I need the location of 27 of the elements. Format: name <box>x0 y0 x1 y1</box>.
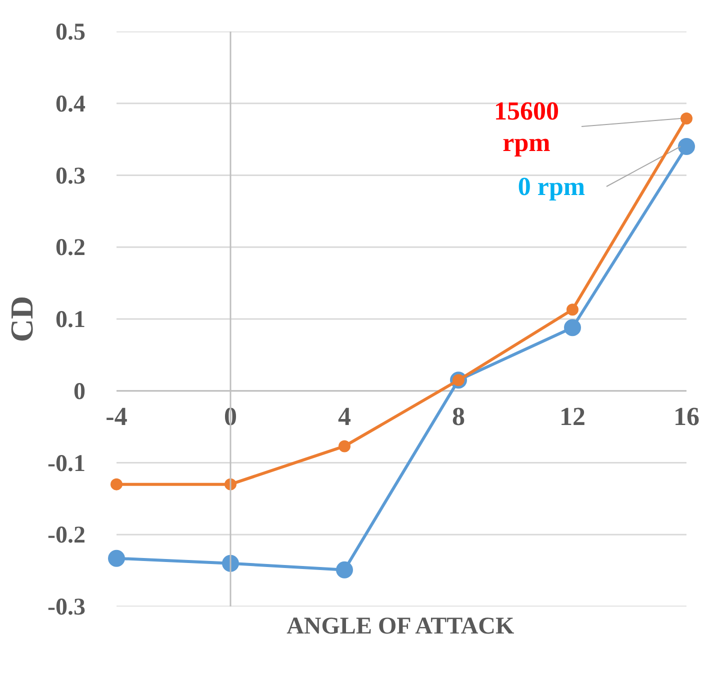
point <box>680 112 692 124</box>
y-tick-label: 0.1 <box>56 307 86 333</box>
point <box>678 138 695 155</box>
point <box>110 478 122 490</box>
y-tick-label: 0.4 <box>56 91 86 118</box>
point <box>338 440 350 452</box>
y-tick-label: 0.3 <box>56 163 86 190</box>
text: 0 rpm <box>518 172 586 201</box>
point <box>566 304 578 316</box>
y-tick-label: -0.2 <box>48 522 86 549</box>
point <box>564 319 581 336</box>
x-tick-label: 4 <box>338 402 351 431</box>
y-tick-label: 0.2 <box>56 235 86 262</box>
x-tick-label: -4 <box>106 402 128 431</box>
x-tick-label: 0 <box>224 402 237 431</box>
y-tick-label: -0.1 <box>48 450 86 477</box>
y-tick-label: 0.5 <box>56 20 86 46</box>
y-axis-title: CD <box>4 296 40 342</box>
point <box>336 561 353 578</box>
y-tick-label: 0 <box>74 378 86 405</box>
point <box>108 550 125 567</box>
x-tick-label: 16 <box>674 402 700 431</box>
text: 15600 rpm <box>494 96 559 157</box>
x-tick-label: 8 <box>452 402 465 431</box>
y-tick-label: -0.3 <box>48 594 86 620</box>
x-tick-label: 12 <box>560 402 586 431</box>
x-axis-title: ANGLE OF ATTACK <box>286 614 515 640</box>
